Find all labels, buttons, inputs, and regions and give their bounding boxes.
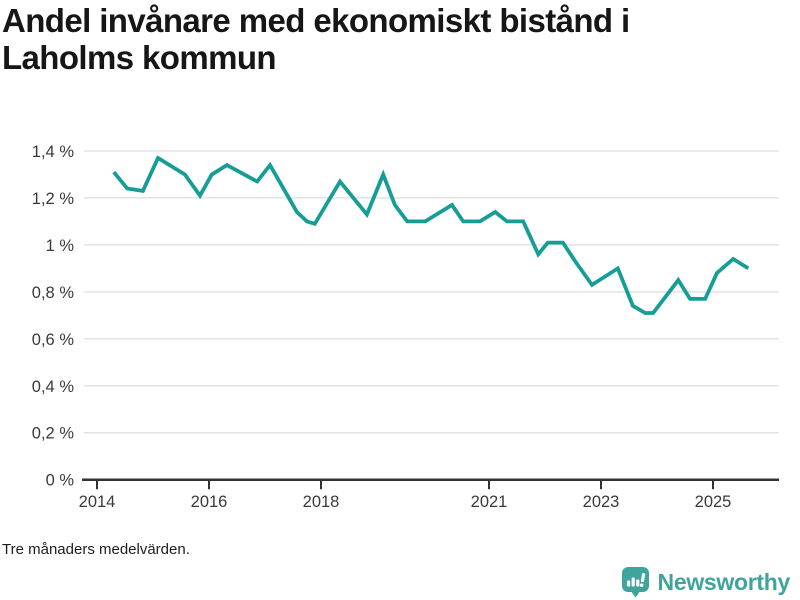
newsworthy-logo: Newsworthy [621, 566, 790, 598]
svg-text:1 %: 1 % [46, 237, 75, 255]
svg-text:0 %: 0 % [46, 472, 75, 490]
newsworthy-bar-chart-bubble-icon [621, 567, 649, 598]
svg-text:2016: 2016 [191, 493, 228, 511]
svg-text:0,4 %: 0,4 % [32, 378, 75, 396]
svg-text:2018: 2018 [303, 493, 340, 511]
svg-text:0,6 %: 0,6 % [32, 331, 75, 349]
y-axis-labels: 0 % 0,2 % 0,4 % 0,6 % 0,8 % 1 % 1,2 % 1,4 % [32, 143, 75, 490]
svg-text:2014: 2014 [79, 493, 116, 511]
data-line [112, 155, 750, 315]
newsworthy-brand-name: Newsworthy [657, 568, 791, 595]
gridlines [84, 150, 779, 434]
svg-text:0,2 %: 0,2 % [32, 425, 75, 443]
svg-text:1,2 %: 1,2 % [32, 190, 75, 208]
chart-footnote: Tre månaders medelvärden. [2, 541, 190, 558]
x-axis-labels: 2014 2016 2018 2021 2023 2025 [79, 493, 732, 511]
chart-title: Andel invånare med ekonomiskt bistånd i … [2, 2, 630, 76]
x-axis [82, 478, 779, 490]
svg-text:2021: 2021 [471, 493, 508, 511]
svg-text:0,8 %: 0,8 % [32, 284, 75, 302]
svg-text:1,4 %: 1,4 % [32, 143, 75, 161]
svg-text:2023: 2023 [583, 493, 620, 511]
svg-text:2025: 2025 [695, 493, 732, 511]
